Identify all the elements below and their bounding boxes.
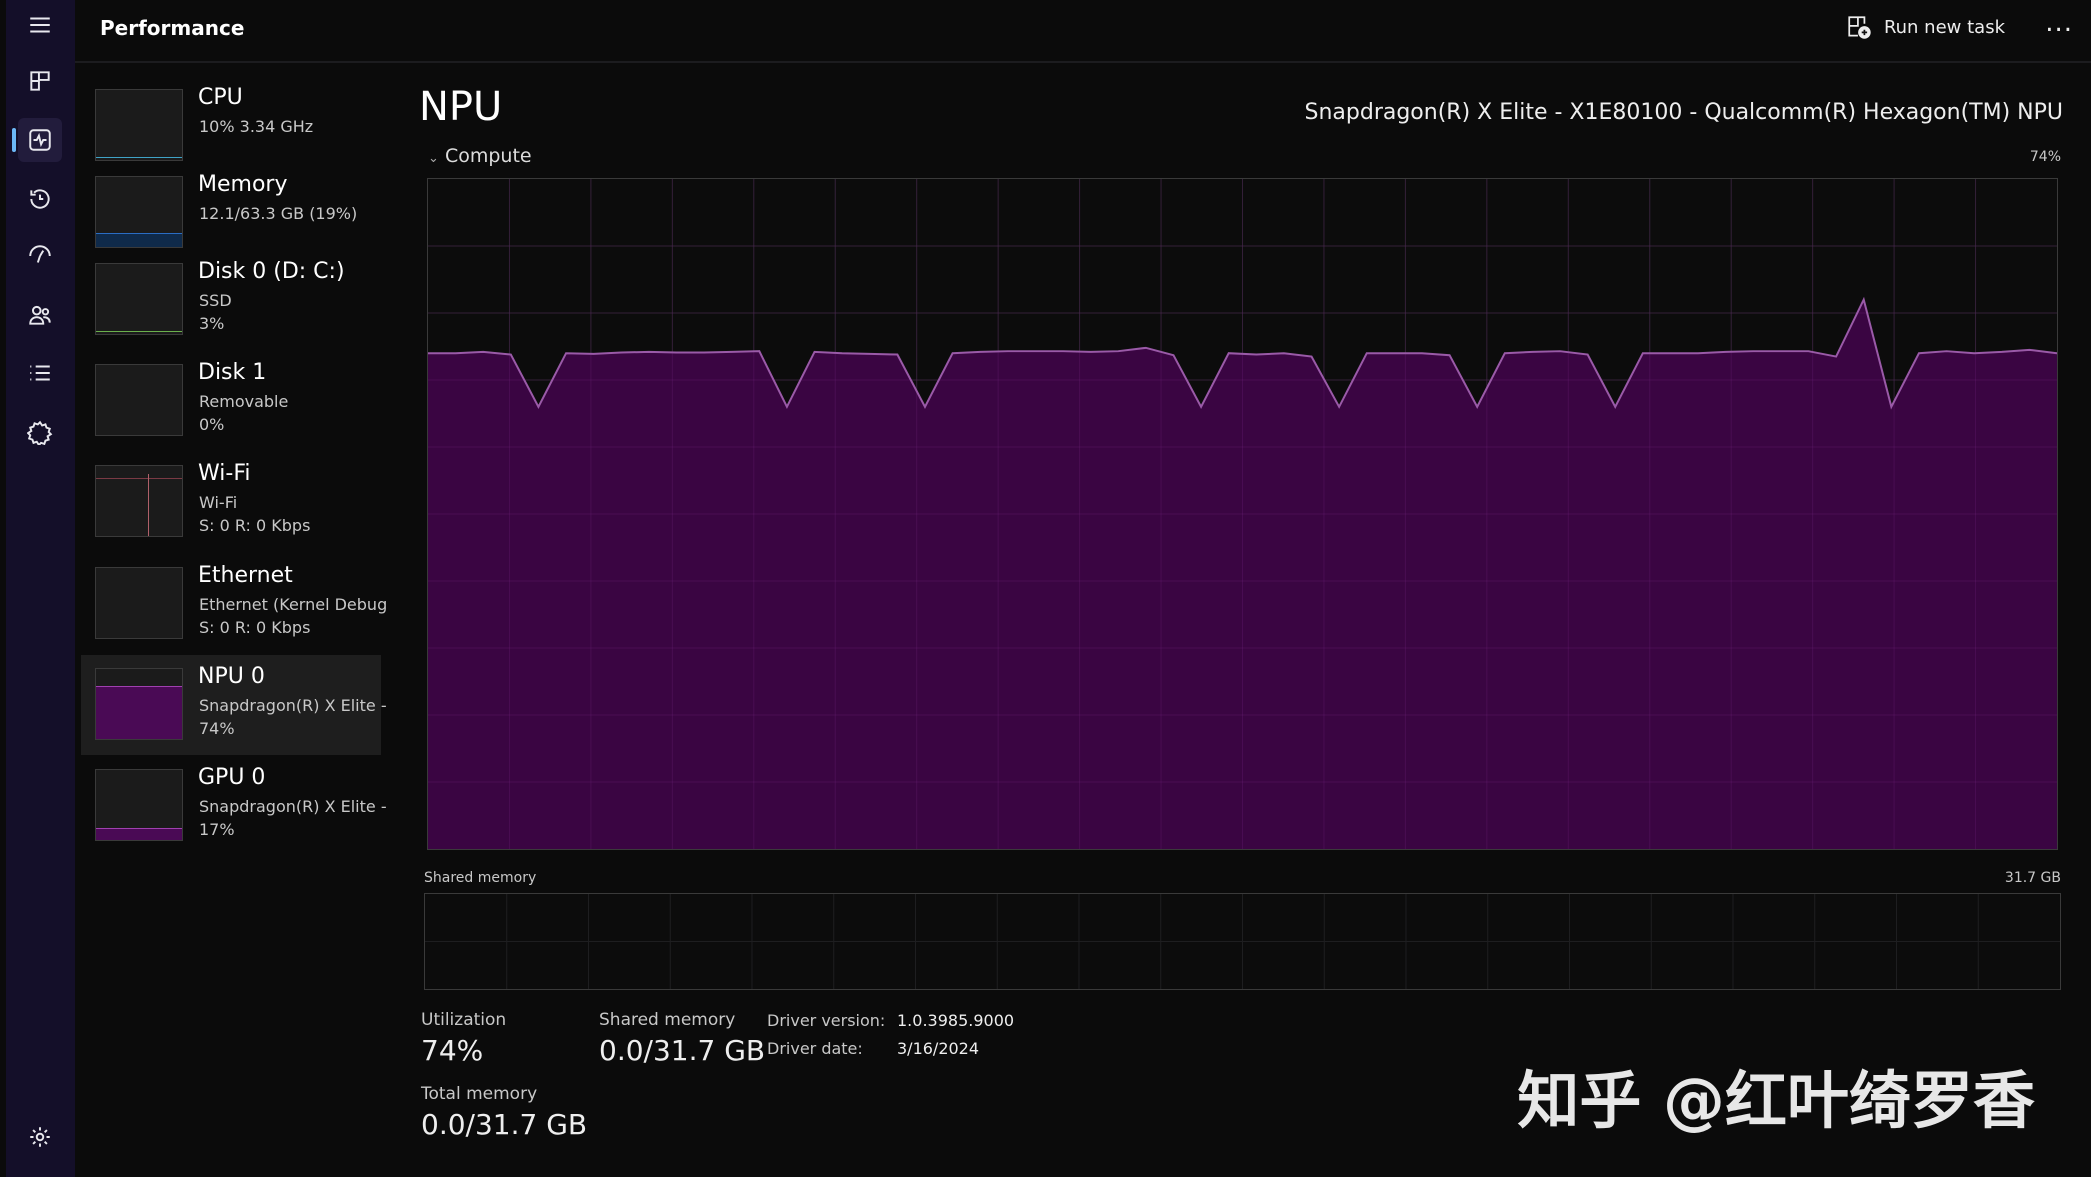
sidebar-item-value: S: 0 R: 0 Kbps <box>199 618 311 637</box>
compute-label: Compute <box>444 145 532 167</box>
details-icon[interactable] <box>18 351 62 395</box>
utilization-area <box>428 299 2057 849</box>
driver-version-value: 1.0.3985.9000 <box>897 1011 1015 1030</box>
sidebar-item-detail: 10% 3.34 GHz <box>199 117 314 136</box>
sidebar-item-name: Disk 0 (D: C:) <box>198 259 345 284</box>
run-new-task-button[interactable]: Run new task <box>1846 14 2005 40</box>
shared-memory-max: 31.7 GB <box>2004 870 2061 886</box>
more-options-button[interactable]: ... <box>2045 8 2073 38</box>
sidebar-item-detail: SSD <box>199 291 232 310</box>
services-icon[interactable] <box>18 410 62 454</box>
utilization-label: Utilization <box>421 1010 507 1030</box>
sidebar-item-detail: Removable <box>199 392 289 411</box>
sidebar-item-detail: Ethernet (Kernel Debug <box>199 595 388 614</box>
sidebar-item-name: GPU 0 <box>198 765 266 790</box>
sidebar-thumbnail <box>95 176 183 248</box>
utilization-line <box>428 296 2057 410</box>
sidebar-item-name: CPU <box>198 85 243 110</box>
run-task-icon <box>1848 16 1871 39</box>
app-history-icon[interactable] <box>18 177 62 221</box>
utilization-value: 74% <box>421 1034 484 1067</box>
sidebar-item-value: 74% <box>199 719 235 738</box>
compute-chart <box>427 178 2058 850</box>
sidebar-item-npu-0[interactable]: NPU 0 Snapdragon(R) X Elite - 74% <box>81 655 387 755</box>
total-memory-value: 0.0/31.7 GB <box>421 1108 588 1141</box>
shared-memory-chart-label: Shared memory <box>424 870 537 886</box>
sidebar-item-detail: Snapdragon(R) X Elite - <box>199 797 387 816</box>
sidebar-item-value: 0% <box>199 415 225 434</box>
sidebar-thumbnail <box>95 263 183 335</box>
sidebar-item-name: Memory <box>198 172 288 197</box>
compute-dropdown[interactable]: ⌄ Compute <box>428 145 532 167</box>
sidebar-item-value: 3% <box>199 314 225 333</box>
sidebar-item-value: 17% <box>199 820 235 839</box>
sidebar-thumbnail <box>95 364 183 436</box>
sidebar-item-name: NPU 0 <box>198 664 265 689</box>
sidebar-thumbnail <box>95 89 183 161</box>
sidebar-item-disk-1[interactable]: Disk 1 Removable 0% <box>81 360 381 464</box>
chevron-down-icon: ⌄ <box>428 151 439 166</box>
sidebar-thumbnail <box>95 668 183 740</box>
sidebar-item-memory[interactable]: Memory 12.1/63.3 GB (19%) <box>81 172 381 276</box>
compute-max: 74% <box>2029 149 2061 165</box>
menu-icon[interactable] <box>18 3 62 47</box>
shared-memory-chart <box>424 893 2061 990</box>
sidebar-item-detail: 12.1/63.3 GB (19%) <box>199 204 358 223</box>
settings-icon[interactable] <box>18 1115 62 1159</box>
driver-date-value: 3/16/2024 <box>897 1039 980 1058</box>
watermark: 知乎 @红叶绮罗香 <box>1517 1064 2035 1137</box>
driver-version-label: Driver version: <box>767 1011 886 1030</box>
sidebar-item-ethernet[interactable]: Ethernet Ethernet (Kernel Debug S: 0 R: … <box>81 563 387 667</box>
device-title: NPU <box>419 84 503 130</box>
run-new-task-label: Run new task <box>1883 16 2005 38</box>
device-model: Snapdragon(R) X Elite - X1E80100 - Qualc… <box>1304 100 2064 125</box>
total-memory-label: Total memory <box>421 1084 538 1104</box>
shared-memory-value: 0.0/31.7 GB <box>599 1034 766 1067</box>
sidebar-item-value: S: 0 R: 0 Kbps <box>199 516 311 535</box>
page-title: Performance <box>100 16 245 40</box>
sidebar-item-name: Disk 1 <box>198 360 267 385</box>
header: Performance Run new task ... <box>75 0 2091 63</box>
shared-memory-label: Shared memory <box>599 1010 736 1030</box>
sidebar-thumbnail <box>95 567 183 639</box>
sidebar-item-wi-fi[interactable]: Wi-Fi Wi-Fi S: 0 R: 0 Kbps <box>81 461 381 565</box>
processes-icon[interactable] <box>18 59 62 103</box>
sidebar-item-gpu-0[interactable]: GPU 0 Snapdragon(R) X Elite - 17% <box>81 765 387 869</box>
sidebar-item-disk-0-d-c[interactable]: Disk 0 (D: C:) SSD 3% <box>81 259 381 363</box>
sidebar-item-detail: Snapdragon(R) X Elite - <box>199 696 387 715</box>
sidebar-item-cpu[interactable]: CPU 10% 3.34 GHz <box>81 85 381 189</box>
sidebar-item-name: Ethernet <box>198 563 293 588</box>
selected-indicator <box>12 128 16 152</box>
performance-icon[interactable] <box>18 118 62 162</box>
sidebar-thumbnail <box>95 465 183 537</box>
sidebar-thumbnail <box>95 769 183 841</box>
startup-apps-icon[interactable] <box>18 234 62 278</box>
driver-date-label: Driver date: <box>767 1039 863 1058</box>
sidebar-item-detail: Wi-Fi <box>199 493 238 512</box>
sidebar-item-name: Wi-Fi <box>198 461 251 486</box>
users-icon[interactable] <box>18 293 62 337</box>
